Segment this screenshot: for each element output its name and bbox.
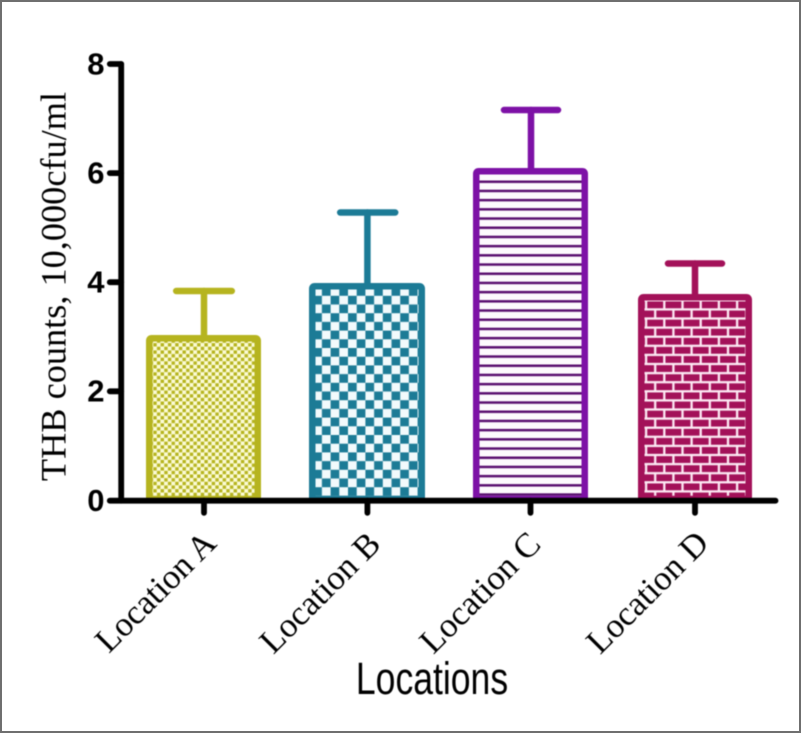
- svg-text:6: 6: [87, 156, 104, 191]
- svg-text:8: 8: [87, 46, 104, 81]
- svg-text:Location C: Location C: [412, 525, 548, 661]
- svg-text:Location A: Location A: [88, 524, 224, 660]
- svg-text:0: 0: [87, 483, 104, 518]
- svg-text:4: 4: [87, 265, 105, 300]
- svg-text:Location D: Location D: [579, 524, 716, 661]
- svg-text:Locations: Locations: [356, 653, 508, 704]
- svg-text:THB counts, 10,000cfu/ml: THB counts, 10,000cfu/ml: [34, 92, 74, 481]
- svg-text:Location B: Location B: [252, 525, 388, 661]
- svg-text:2: 2: [87, 374, 104, 409]
